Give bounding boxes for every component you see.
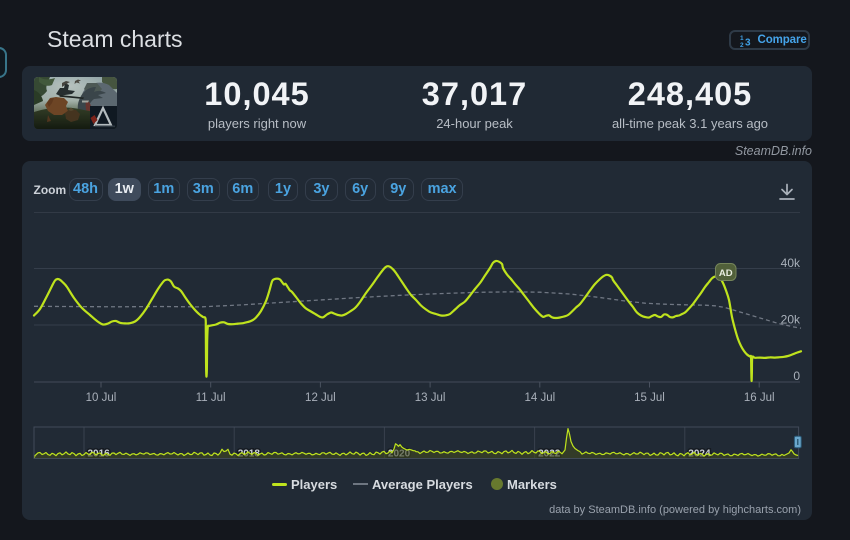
- svg-text:12 Jul: 12 Jul: [305, 392, 336, 404]
- svg-text:13 Jul: 13 Jul: [415, 392, 446, 404]
- svg-text:0: 0: [793, 369, 800, 383]
- svg-text:16 Jul: 16 Jul: [744, 392, 775, 404]
- svg-text:40k: 40k: [781, 256, 801, 270]
- svg-text:15 Jul: 15 Jul: [634, 392, 665, 404]
- svg-text:AD: AD: [719, 268, 733, 279]
- svg-text:2: 2: [740, 42, 744, 47]
- svg-text:10 Jul: 10 Jul: [86, 392, 117, 404]
- svg-text:20k: 20k: [781, 313, 801, 327]
- svg-text:14 Jul: 14 Jul: [524, 392, 555, 404]
- svg-text:3: 3: [745, 38, 751, 48]
- svg-text:1: 1: [740, 35, 744, 42]
- svg-text:11 Jul: 11 Jul: [196, 392, 226, 404]
